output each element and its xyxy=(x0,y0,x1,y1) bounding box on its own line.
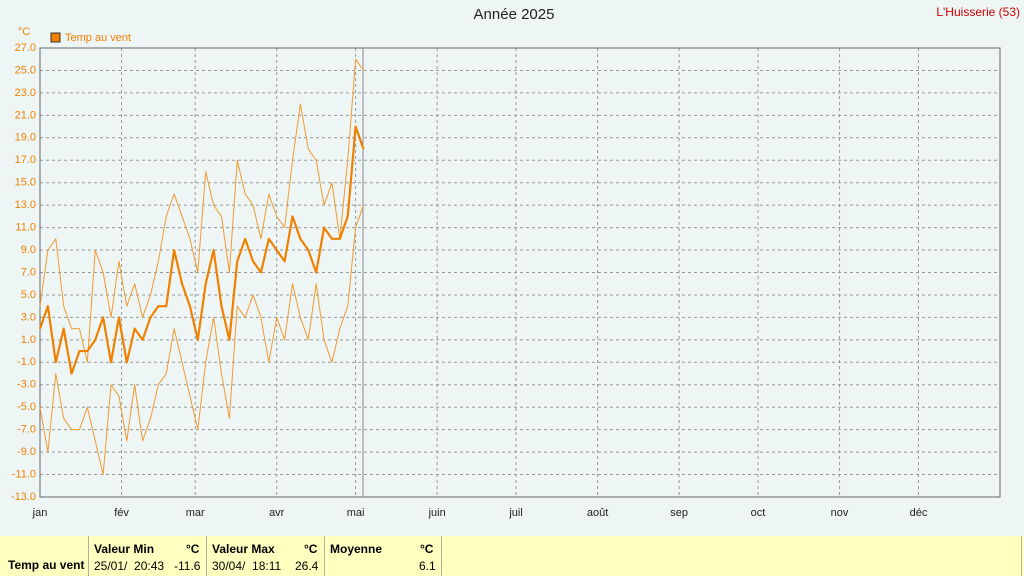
y-tick-label: 17.0 xyxy=(15,154,36,166)
location: L'Huisserie (53) xyxy=(936,5,1020,19)
max-unit: °C xyxy=(304,542,318,556)
min-header: Valeur Min xyxy=(94,542,155,556)
x-tick-label: oct xyxy=(751,507,766,519)
y-tick-label: 1.0 xyxy=(21,334,36,346)
y-tick-label: 3.0 xyxy=(21,311,36,323)
y-tick-label: 23.0 xyxy=(15,87,36,99)
x-tick-label: août xyxy=(587,507,608,519)
min-value: -11.6 xyxy=(174,559,201,573)
min-date: 25/01/ 20:43 xyxy=(94,559,165,573)
chart: Année 2025 L'Huisserie (53) °C Temp au v… xyxy=(11,5,1020,519)
separator xyxy=(88,536,89,576)
mean-value: 6.1 xyxy=(419,559,436,573)
series-line xyxy=(39,204,364,476)
mean-unit: °C xyxy=(420,542,434,556)
x-tick-label: juil xyxy=(508,507,522,519)
y-tick-label: 15.0 xyxy=(15,177,36,189)
y-tick-label: 19.0 xyxy=(15,132,36,144)
row-label: Temp au vent xyxy=(8,558,85,572)
legend-swatch xyxy=(50,32,61,43)
y-tick-label: -7.0 xyxy=(17,424,36,436)
x-tick-label: juin xyxy=(428,507,446,519)
x-tick-label: mar xyxy=(186,507,205,519)
x-tick-label: avr xyxy=(269,507,285,519)
separator xyxy=(1021,536,1022,576)
y-tick-label: -9.0 xyxy=(17,446,36,458)
mean-header: Moyenne xyxy=(330,542,383,556)
y-tick-label: 27.0 xyxy=(15,42,36,54)
x-tick-label: jan xyxy=(32,507,48,519)
y-tick-label: -5.0 xyxy=(17,401,36,413)
y-tick-label: 21.0 xyxy=(15,109,36,121)
y-tick-label: 9.0 xyxy=(21,244,36,256)
y-tick-label: 7.0 xyxy=(21,266,36,278)
max-header: Valeur Max xyxy=(212,542,275,556)
x-tick-label: sep xyxy=(670,507,688,519)
summary-panel: Temp au vent Valeur Min °C 25/01/ 20:43 … xyxy=(0,536,1024,576)
x-tick-label: mai xyxy=(347,507,365,519)
y-tick-label: -13.0 xyxy=(11,491,36,503)
plot-frame xyxy=(39,47,1001,498)
y-tick-label: 11.0 xyxy=(15,222,36,234)
y-tick-label: -3.0 xyxy=(17,379,36,391)
x-tick-label: nov xyxy=(831,507,849,519)
max-date: 30/04/ 18:11 xyxy=(212,559,282,573)
y-tick-label: -11.0 xyxy=(12,468,36,480)
max-value: 26.4 xyxy=(295,559,319,573)
y-tick-label: 5.0 xyxy=(21,289,36,301)
x-tick-label: déc xyxy=(910,507,928,519)
y-tick-label: -1.0 xyxy=(17,356,36,368)
y-unit: °C xyxy=(18,26,30,38)
y-tick-label: 13.0 xyxy=(15,199,36,211)
legend-label: Temp au vent xyxy=(65,32,131,44)
separator xyxy=(441,536,442,576)
y-tick-label: 25.0 xyxy=(15,64,36,76)
separator xyxy=(324,536,325,576)
x-tick-label: fév xyxy=(114,507,129,519)
separator xyxy=(206,536,207,576)
series-line xyxy=(39,58,364,363)
min-unit: °C xyxy=(186,542,200,556)
chart-title: Année 2025 xyxy=(474,6,555,23)
series-line xyxy=(38,125,365,375)
